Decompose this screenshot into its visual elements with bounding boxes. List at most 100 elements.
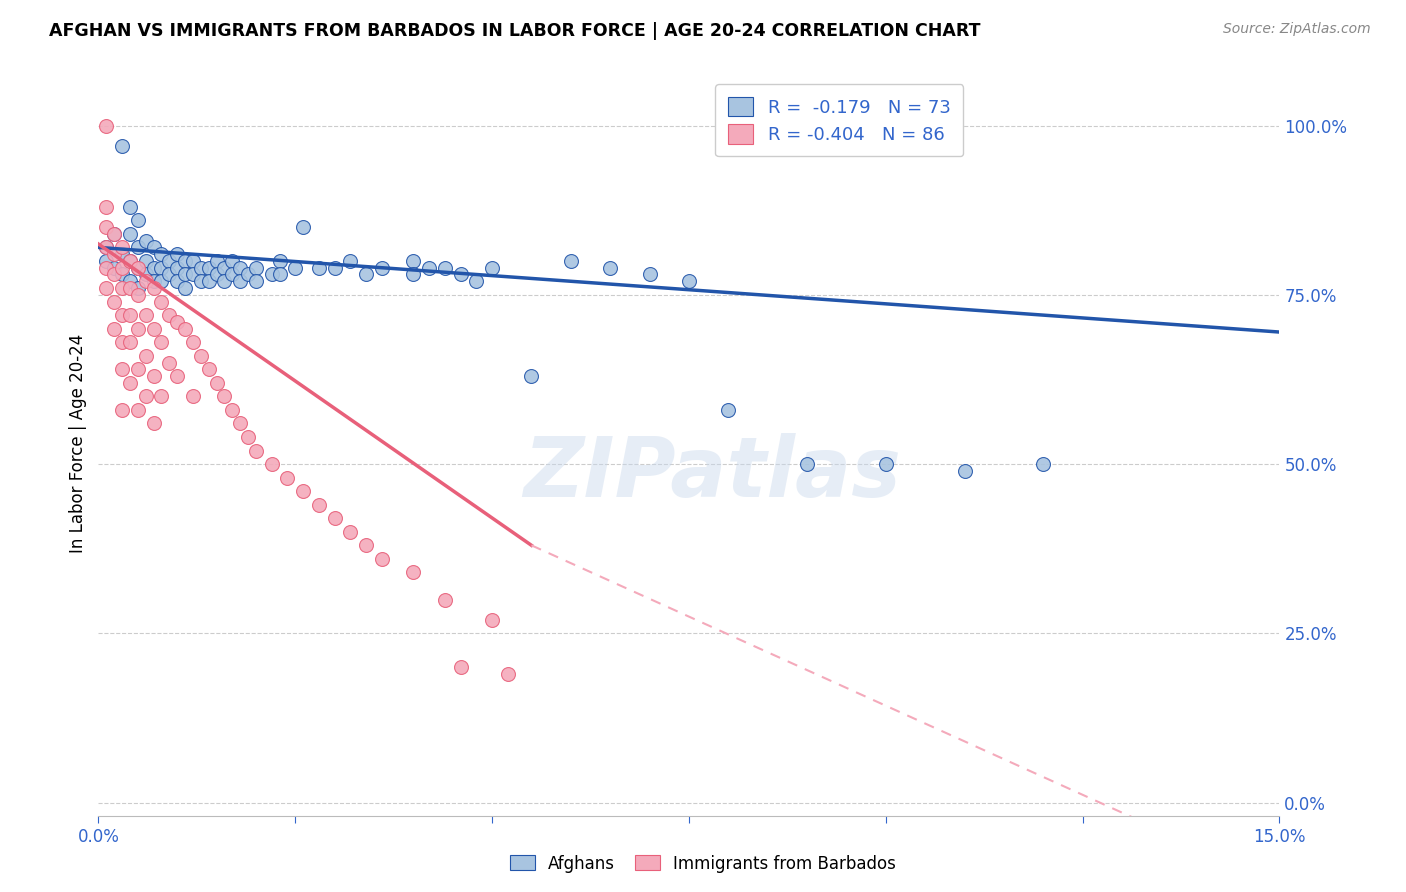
Point — [118, 254, 141, 268]
Point — [127, 260, 149, 275]
Point — [118, 254, 141, 268]
Point — [157, 308, 180, 322]
Point — [96, 200, 118, 214]
Point — [214, 389, 236, 403]
Point — [96, 119, 118, 133]
Point — [269, 254, 291, 268]
Point — [111, 268, 134, 282]
Point — [190, 260, 212, 275]
Point — [496, 667, 519, 681]
Point — [229, 260, 252, 275]
Point — [127, 403, 149, 417]
Point — [292, 220, 315, 235]
Point — [150, 247, 173, 261]
Point — [221, 403, 243, 417]
Point — [166, 260, 188, 275]
Point — [433, 260, 456, 275]
Point — [96, 240, 118, 254]
Point — [520, 369, 543, 384]
Legend: Afghans, Immigrants from Barbados: Afghans, Immigrants from Barbados — [503, 848, 903, 880]
Point — [418, 260, 440, 275]
Point — [402, 566, 425, 580]
Point — [197, 274, 219, 288]
Point — [638, 268, 661, 282]
Point — [205, 376, 228, 390]
Point — [174, 254, 197, 268]
Point — [245, 443, 267, 458]
Point — [103, 260, 125, 275]
Point — [599, 260, 621, 275]
Point — [157, 268, 180, 282]
Point — [118, 281, 141, 295]
Point — [150, 274, 173, 288]
Point — [111, 335, 134, 350]
Point — [103, 294, 125, 309]
Point — [96, 281, 118, 295]
Point — [276, 470, 298, 484]
Point — [229, 417, 252, 431]
Point — [197, 362, 219, 376]
Point — [111, 139, 134, 153]
Point — [323, 260, 346, 275]
Point — [127, 260, 149, 275]
Point — [402, 268, 425, 282]
Point — [197, 260, 219, 275]
Point — [796, 457, 818, 471]
Point — [135, 349, 157, 363]
Point — [142, 281, 165, 295]
Y-axis label: In Labor Force | Age 20-24: In Labor Force | Age 20-24 — [69, 334, 87, 553]
Point — [269, 268, 291, 282]
Point — [142, 260, 165, 275]
Point — [142, 369, 165, 384]
Point — [96, 240, 118, 254]
Point — [450, 268, 472, 282]
Point — [371, 552, 394, 566]
Point — [103, 227, 125, 241]
Point — [174, 268, 197, 282]
Point — [118, 376, 141, 390]
Point — [354, 268, 377, 282]
Point — [678, 274, 700, 288]
Point — [135, 274, 157, 288]
Point — [135, 234, 157, 248]
Point — [157, 254, 180, 268]
Point — [221, 254, 243, 268]
Point — [245, 274, 267, 288]
Point — [111, 240, 134, 254]
Point — [103, 247, 125, 261]
Point — [205, 254, 228, 268]
Point — [96, 254, 118, 268]
Point — [127, 287, 149, 301]
Point — [118, 274, 141, 288]
Point — [229, 274, 252, 288]
Point — [150, 335, 173, 350]
Point — [103, 321, 125, 335]
Point — [339, 524, 361, 539]
Text: ZIPatlas: ZIPatlas — [523, 433, 901, 514]
Point — [260, 457, 283, 471]
Point — [214, 274, 236, 288]
Point — [111, 362, 134, 376]
Text: AFGHAN VS IMMIGRANTS FROM BARBADOS IN LABOR FORCE | AGE 20-24 CORRELATION CHART: AFGHAN VS IMMIGRANTS FROM BARBADOS IN LA… — [49, 22, 981, 40]
Point — [181, 335, 204, 350]
Point — [111, 281, 134, 295]
Point — [135, 268, 157, 282]
Point — [103, 268, 125, 282]
Point — [150, 294, 173, 309]
Point — [127, 240, 149, 254]
Point — [481, 613, 503, 627]
Point — [135, 389, 157, 403]
Point — [308, 498, 330, 512]
Point — [221, 268, 243, 282]
Point — [103, 227, 125, 241]
Point — [181, 268, 204, 282]
Point — [96, 260, 118, 275]
Point — [953, 464, 976, 478]
Point — [190, 349, 212, 363]
Point — [465, 274, 488, 288]
Point — [157, 355, 180, 369]
Point — [308, 260, 330, 275]
Point — [118, 308, 141, 322]
Point — [166, 247, 188, 261]
Point — [284, 260, 307, 275]
